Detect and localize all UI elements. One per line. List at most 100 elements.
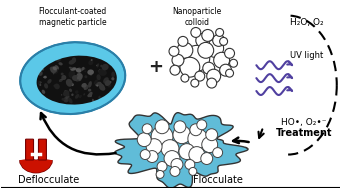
Ellipse shape — [99, 84, 105, 91]
Circle shape — [172, 54, 184, 66]
Ellipse shape — [99, 69, 107, 76]
Ellipse shape — [111, 77, 115, 80]
Ellipse shape — [77, 68, 81, 71]
Ellipse shape — [69, 67, 72, 69]
Ellipse shape — [77, 74, 78, 75]
Ellipse shape — [79, 95, 81, 98]
Ellipse shape — [63, 97, 69, 102]
Circle shape — [206, 129, 218, 141]
Circle shape — [137, 133, 151, 147]
Ellipse shape — [54, 84, 56, 87]
Ellipse shape — [55, 65, 59, 70]
Ellipse shape — [55, 56, 61, 62]
Ellipse shape — [61, 75, 66, 80]
Circle shape — [177, 42, 193, 58]
Ellipse shape — [61, 73, 64, 75]
Ellipse shape — [101, 86, 105, 91]
Ellipse shape — [66, 79, 73, 87]
Ellipse shape — [109, 91, 111, 93]
Circle shape — [191, 79, 199, 87]
Ellipse shape — [42, 68, 44, 71]
Circle shape — [156, 170, 164, 178]
Ellipse shape — [79, 95, 82, 98]
Ellipse shape — [88, 81, 92, 88]
Ellipse shape — [95, 82, 101, 86]
Ellipse shape — [83, 93, 85, 95]
Circle shape — [170, 65, 180, 75]
Circle shape — [155, 120, 169, 134]
Ellipse shape — [38, 81, 40, 85]
Ellipse shape — [39, 82, 41, 86]
Circle shape — [174, 121, 186, 133]
Ellipse shape — [87, 94, 90, 97]
Circle shape — [229, 59, 237, 67]
Ellipse shape — [65, 95, 70, 99]
Ellipse shape — [102, 64, 109, 70]
Circle shape — [161, 140, 179, 158]
Ellipse shape — [75, 76, 78, 82]
Circle shape — [178, 36, 188, 46]
Circle shape — [171, 159, 183, 170]
Ellipse shape — [87, 90, 91, 92]
Ellipse shape — [84, 87, 86, 90]
Ellipse shape — [78, 68, 82, 72]
Circle shape — [146, 139, 162, 155]
Circle shape — [185, 160, 195, 170]
Ellipse shape — [42, 90, 45, 94]
Ellipse shape — [85, 75, 87, 78]
Circle shape — [188, 129, 208, 149]
Circle shape — [157, 162, 167, 171]
Text: Nanoparticle
colloid: Nanoparticle colloid — [172, 7, 221, 27]
Circle shape — [214, 52, 229, 68]
Text: UV light: UV light — [291, 51, 324, 60]
Circle shape — [198, 42, 214, 58]
Ellipse shape — [63, 90, 69, 96]
Ellipse shape — [61, 94, 62, 96]
Ellipse shape — [71, 94, 74, 96]
Circle shape — [169, 46, 179, 56]
Ellipse shape — [20, 42, 125, 114]
Ellipse shape — [97, 63, 99, 67]
Circle shape — [146, 151, 158, 163]
Ellipse shape — [83, 68, 86, 70]
Circle shape — [190, 124, 202, 136]
Ellipse shape — [59, 80, 62, 82]
Polygon shape — [115, 113, 248, 188]
Text: H₂O, O₂: H₂O, O₂ — [290, 18, 324, 27]
Ellipse shape — [90, 81, 92, 84]
Text: HO•, O₂•⁻: HO•, O₂•⁻ — [281, 118, 327, 127]
Ellipse shape — [44, 76, 47, 78]
Circle shape — [170, 167, 180, 176]
Circle shape — [207, 69, 221, 83]
Circle shape — [164, 151, 180, 167]
Ellipse shape — [88, 60, 93, 65]
Circle shape — [191, 27, 201, 37]
Ellipse shape — [84, 70, 86, 72]
Circle shape — [220, 64, 232, 76]
Ellipse shape — [76, 78, 81, 81]
Ellipse shape — [76, 68, 81, 73]
FancyBboxPatch shape — [26, 139, 33, 160]
Ellipse shape — [97, 74, 101, 80]
Ellipse shape — [47, 79, 51, 84]
Circle shape — [213, 148, 223, 158]
Ellipse shape — [92, 99, 94, 103]
Circle shape — [180, 57, 200, 77]
Ellipse shape — [94, 80, 98, 84]
Ellipse shape — [90, 74, 92, 76]
Circle shape — [197, 120, 207, 130]
Ellipse shape — [40, 81, 42, 83]
Circle shape — [173, 126, 191, 144]
Ellipse shape — [50, 66, 57, 73]
Ellipse shape — [58, 62, 63, 65]
Ellipse shape — [44, 75, 47, 78]
Ellipse shape — [72, 75, 79, 81]
Ellipse shape — [53, 68, 58, 74]
Circle shape — [207, 78, 217, 88]
Circle shape — [151, 126, 173, 148]
Circle shape — [226, 69, 234, 77]
Circle shape — [189, 147, 205, 163]
Ellipse shape — [70, 67, 76, 71]
Circle shape — [189, 167, 197, 175]
Ellipse shape — [68, 98, 73, 103]
